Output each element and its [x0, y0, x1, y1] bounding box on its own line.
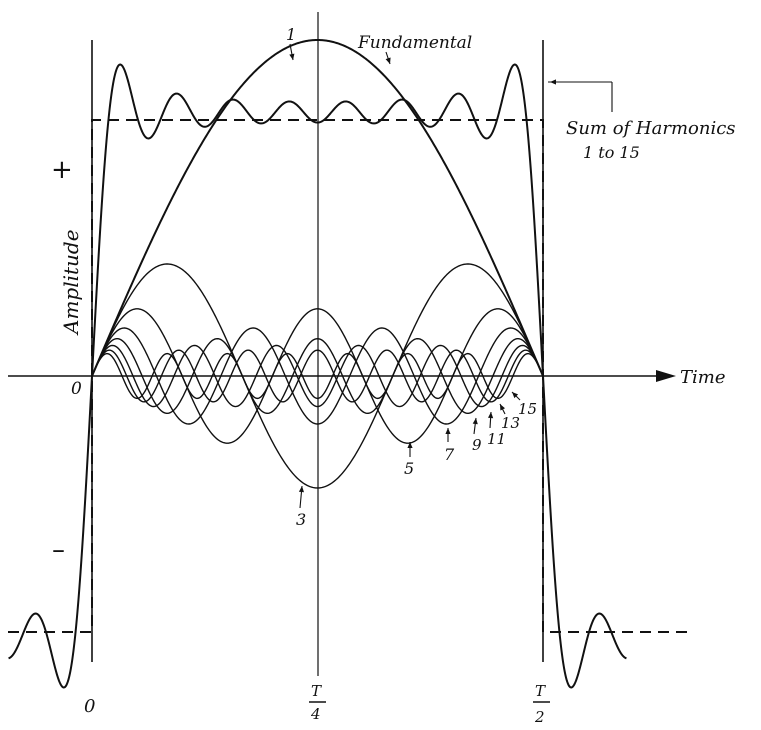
tick-label-half-numerator: T	[535, 682, 546, 700]
harmonic-label-1: 1	[286, 25, 296, 44]
time-label: Time	[680, 367, 725, 388]
tick-label-half-denominator: 2	[534, 708, 545, 726]
sum-of-harmonics-label: Sum of Harmonics	[566, 118, 736, 139]
harmonic-label-5: 5	[404, 459, 414, 478]
pointers	[289, 43, 613, 509]
pointer-sum-arrow-arrowhead	[550, 79, 556, 85]
harmonic-label-3: 3	[296, 510, 306, 529]
pointer-harmonic-9-arrowhead	[472, 418, 478, 425]
harmonic-label-9: 9	[472, 436, 482, 454]
harmonic-1-curve	[91, 38, 544, 377]
sum-of-harmonics-range-label: 1 to 15	[583, 143, 640, 162]
harmonic-9-curve	[91, 337, 544, 415]
tick-label-zero: 0	[84, 696, 95, 717]
harmonic-11-curve	[91, 344, 544, 408]
harmonic-3-curve	[91, 263, 544, 489]
pointer-harmonic-3-arrowhead	[298, 486, 304, 493]
pointer-harmonic-7-arrowhead	[445, 428, 451, 434]
fundamental-label: Fundamental	[357, 33, 472, 53]
harmonic-label-7: 7	[444, 445, 455, 464]
minus-sign: –	[52, 535, 65, 565]
pointer-harmonic-11-arrowhead	[488, 412, 494, 419]
harmonic-7-curve	[91, 327, 544, 425]
harmonic-13-curve	[91, 349, 544, 403]
curves	[8, 38, 690, 689]
plus-sign: +	[51, 155, 73, 185]
pointer-harmonic-13-arrowhead	[500, 404, 505, 411]
pointer-fundamental-arrowhead	[385, 57, 391, 64]
pointer-harmonic-15-arrowhead	[512, 392, 519, 399]
harmonic-label-11: 11	[487, 430, 506, 448]
amplitude-label: Amplitude	[59, 229, 83, 336]
sum-of-harmonics-curve	[8, 63, 627, 689]
tick-label-quarter-numerator: T	[311, 682, 322, 700]
harmonic-label-13: 13	[501, 414, 520, 432]
harmonic-15-curve	[91, 352, 544, 400]
pointer-harmonic-1-arrowhead	[289, 53, 295, 60]
tick-label-quarter-denominator: 4	[310, 705, 321, 723]
harmonic-label-15: 15	[518, 400, 537, 418]
origin-label: 0	[71, 379, 82, 399]
harmonic-5-curve	[91, 308, 544, 444]
pointer-harmonic-5-arrowhead	[407, 442, 413, 448]
time-axis-arrow	[656, 370, 676, 382]
